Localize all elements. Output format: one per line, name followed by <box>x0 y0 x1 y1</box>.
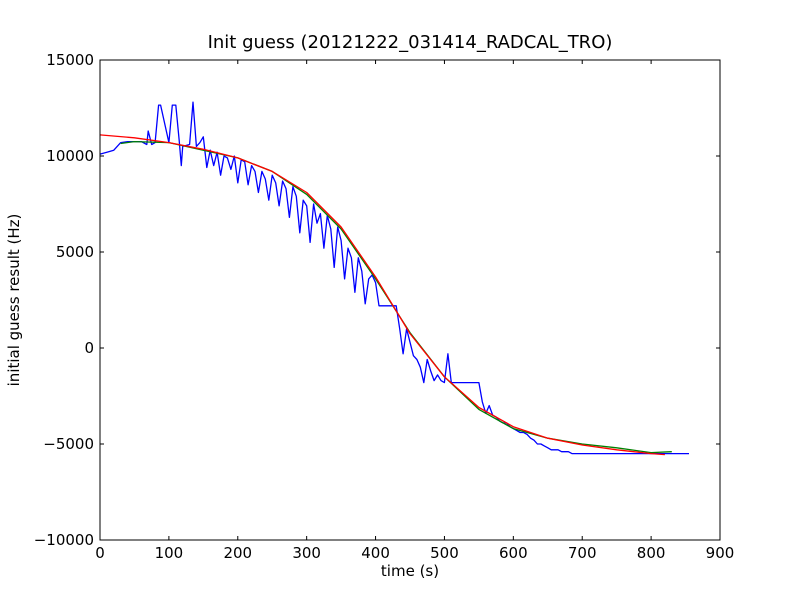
x-axis-ticks: 0 100 200 300 400 500 600 700 800 900 <box>95 60 734 562</box>
x-tick-label: 600 <box>499 544 528 562</box>
x-tick-label: 900 <box>706 544 735 562</box>
plot-area <box>99 101 689 456</box>
x-tick-label: 200 <box>223 544 252 562</box>
x-tick-label: 700 <box>568 544 597 562</box>
x-tick-label: 800 <box>637 544 666 562</box>
y-tick-label: 0 <box>84 339 94 357</box>
y-tick-label: 5000 <box>56 243 94 261</box>
x-tick-label: 500 <box>430 544 459 562</box>
y-tick-label: −5000 <box>43 435 94 453</box>
series-line-3 <box>99 134 665 456</box>
x-tick-label: 100 <box>155 544 184 562</box>
y-axis-label: initial guess result (Hz) <box>5 214 23 387</box>
x-axis-label: time (s) <box>381 562 439 580</box>
chart-title: Init guess (20121222_031414_RADCAL_TRO) <box>208 32 613 53</box>
x-tick-label: 400 <box>361 544 390 562</box>
y-tick-label: 10000 <box>46 147 94 165</box>
y-tick-label: −10000 <box>34 531 94 549</box>
y-axis-ticks: −10000 −5000 0 5000 10000 15000 <box>34 51 720 549</box>
x-tick-label: 0 <box>95 544 105 562</box>
x-tick-label: 300 <box>292 544 321 562</box>
axes-frame <box>99 59 721 541</box>
y-tick-label: 15000 <box>46 51 94 69</box>
